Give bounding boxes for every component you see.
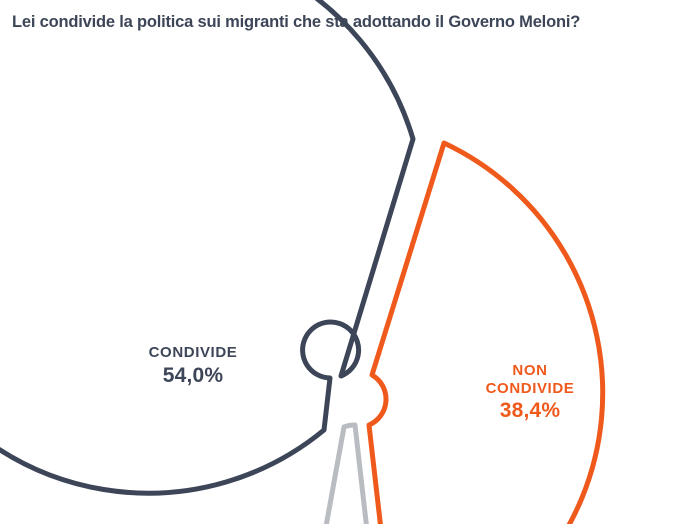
pie-label-condivide-value: 54,0% <box>162 363 224 387</box>
page-title: Lei condivide la politica sui migranti c… <box>12 13 581 31</box>
pie-slice-condivide[interactable] <box>0 0 416 496</box>
pie-label-non-condivide-name-line2: CONDIVIDE <box>485 379 575 397</box>
pie-label-condivide-name: CONDIVIDE <box>148 344 238 361</box>
pie-slice-non-condivide[interactable] <box>366 140 606 524</box>
pie-label-non-condivide-name-line1: NON <box>512 362 548 379</box>
pie-label-non-condivide: NON CONDIVIDE 38,4% <box>455 362 605 424</box>
pie-label-non-condivide-value: 38,4% <box>499 399 561 423</box>
pie-label-condivide: CONDIVIDE 54,0% <box>122 344 264 388</box>
pie-slice-non-risponde[interactable] <box>296 422 385 524</box>
